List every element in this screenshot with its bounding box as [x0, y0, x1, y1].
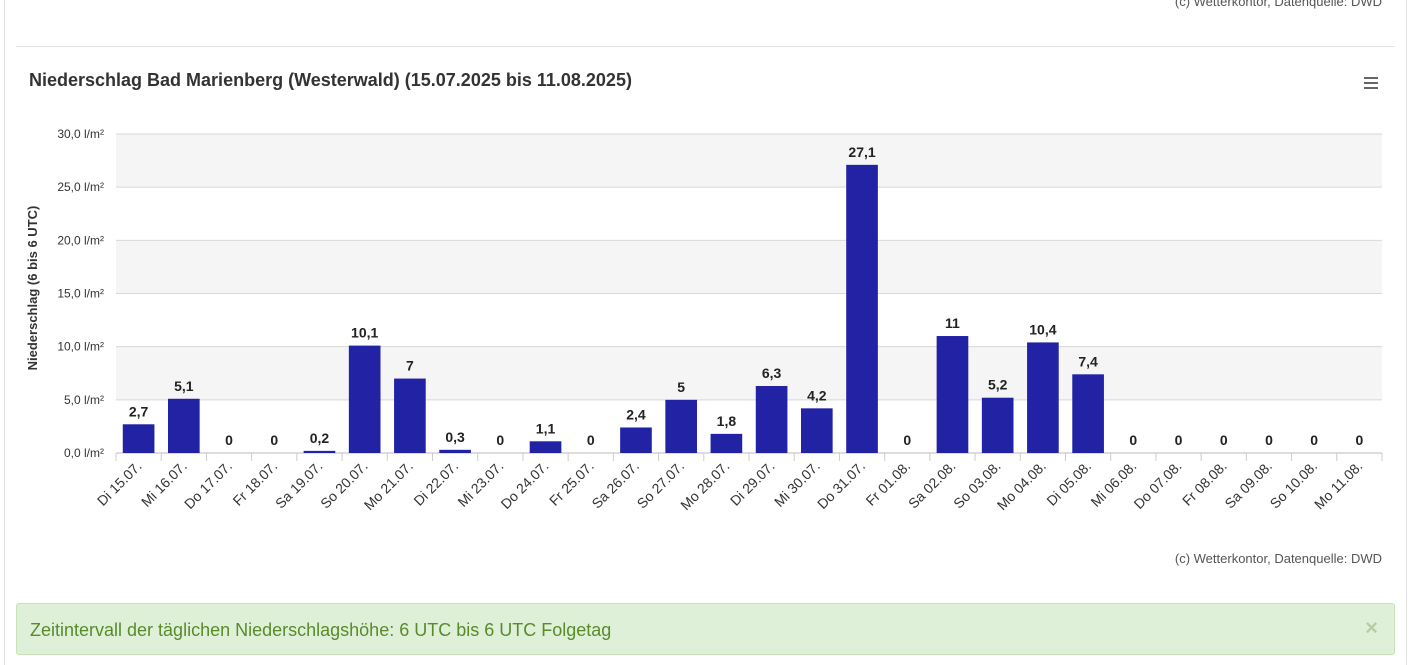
y-axis-label: Niederschlag (6 bis 6 UTC)	[25, 206, 40, 371]
bar-value-label: 27,1	[848, 144, 875, 160]
bar[interactable]	[800, 408, 833, 453]
bar[interactable]	[303, 450, 336, 453]
bar-value-label: 0,3	[445, 429, 465, 445]
plot-band	[116, 240, 1382, 294]
x-tick-label: Mo 04.08.	[994, 458, 1049, 513]
x-tick-label: Sa 09.08.	[1221, 458, 1275, 512]
bar[interactable]	[1072, 374, 1104, 453]
bar-value-label: 0	[496, 432, 504, 448]
bar[interactable]	[981, 397, 1014, 453]
bar-value-label: 0	[225, 432, 233, 448]
plot-band	[116, 134, 1382, 188]
bar-value-label: 5,1	[174, 378, 194, 394]
bar[interactable]	[529, 441, 562, 453]
bar-value-label: 0	[1129, 432, 1137, 448]
bar[interactable]	[1027, 342, 1059, 453]
bar-value-label: 0	[1310, 432, 1318, 448]
bar[interactable]	[620, 427, 652, 453]
y-tick-label: 10,0 l/m²	[57, 340, 104, 354]
y-tick-label: 15,0 l/m²	[57, 287, 104, 301]
bar-value-label: 5	[677, 379, 685, 395]
bar-value-label: 1,8	[717, 413, 737, 429]
x-tick-label: Di 05.08.	[1043, 458, 1094, 509]
bar-value-label: 0	[1265, 432, 1273, 448]
bar-value-label: 0	[1220, 432, 1228, 448]
alert-message: Zeitintervall der täglichen Niederschlag…	[30, 620, 612, 640]
y-tick-label: 0,0 l/m²	[64, 446, 104, 460]
x-tick-label: Di 15.07.	[94, 458, 145, 509]
bar-value-label: 7	[406, 358, 414, 374]
bar-value-label: 4,2	[807, 387, 827, 403]
bar[interactable]	[936, 336, 969, 453]
x-tick-label: Sa 19.07.	[272, 458, 326, 512]
close-icon[interactable]: ×	[1365, 615, 1378, 640]
bar-value-label: 0	[270, 432, 278, 448]
bar[interactable]	[122, 424, 155, 453]
x-tick-label: Do 17.07.	[181, 458, 235, 512]
x-tick-label: Sa 02.08.	[905, 458, 959, 512]
y-tick-label: 30,0 l/m²	[57, 127, 104, 141]
bar-value-label: 0	[1175, 432, 1183, 448]
source-credit-top: (c) Wetterkontor, Datenquelle: DWD	[1174, 0, 1382, 9]
x-tick-label: Mo 11.08.	[1311, 458, 1366, 513]
bar[interactable]	[439, 449, 471, 453]
bar-value-label: 6,3	[762, 365, 782, 381]
x-tick-label: Do 31.07.	[814, 458, 868, 512]
bar-value-label: 10,1	[351, 325, 378, 341]
bar-value-label: 2,7	[129, 403, 149, 419]
precipitation-bar-chart: 0,0 l/m² 5,0 l/m² 10,0 l/m² 15,0 l/m² 20,0 l…	[25, 127, 1383, 513]
x-tick-label: Sa 26.07.	[588, 458, 642, 512]
chart-title: Niederschlag Bad Marienberg (Westerwald)…	[29, 70, 632, 90]
source-credit: (c) Wetterkontor, Datenquelle: DWD	[1174, 551, 1382, 566]
bar-value-label: 10,4	[1029, 321, 1056, 337]
x-tick-label: Mo 21.07.	[361, 458, 416, 513]
bar-value-label: 0	[903, 432, 911, 448]
bar-value-label: 5,2	[988, 377, 1008, 393]
bar-value-label: 7,4	[1078, 353, 1098, 369]
x-tick-label: Mo 28.07.	[677, 458, 732, 513]
y-tick-label: 20,0 l/m²	[57, 233, 104, 247]
bar[interactable]	[348, 345, 381, 453]
x-tick-label: Di 29.07.	[727, 458, 778, 509]
bar-value-label: 0,2	[310, 430, 330, 446]
x-tick-label: Do 07.08.	[1130, 458, 1184, 512]
info-alert: Zeitintervall der täglichen Niederschlag…	[16, 603, 1395, 655]
bar[interactable]	[394, 378, 426, 453]
bar[interactable]	[665, 399, 698, 453]
bar-value-label: 2,4	[626, 406, 646, 422]
bar[interactable]	[755, 386, 788, 453]
bar[interactable]	[167, 398, 200, 453]
hamburger-menu-icon[interactable]	[1360, 74, 1382, 92]
section-divider	[16, 46, 1395, 47]
bar-value-label: 1,1	[536, 420, 556, 436]
page-frame	[4, 0, 1407, 665]
x-tick-label: Do 24.07.	[497, 458, 551, 512]
y-tick-label: 5,0 l/m²	[64, 393, 104, 407]
bar-value-label: 0	[587, 432, 595, 448]
bar[interactable]	[846, 164, 878, 453]
bar[interactable]	[710, 433, 743, 453]
y-tick-label: 25,0 l/m²	[57, 180, 104, 194]
bar-value-label: 0	[1355, 432, 1363, 448]
bar-value-label: 11	[945, 315, 960, 331]
plot-band	[116, 346, 1382, 400]
x-tick-label: Di 22.07.	[410, 458, 461, 509]
